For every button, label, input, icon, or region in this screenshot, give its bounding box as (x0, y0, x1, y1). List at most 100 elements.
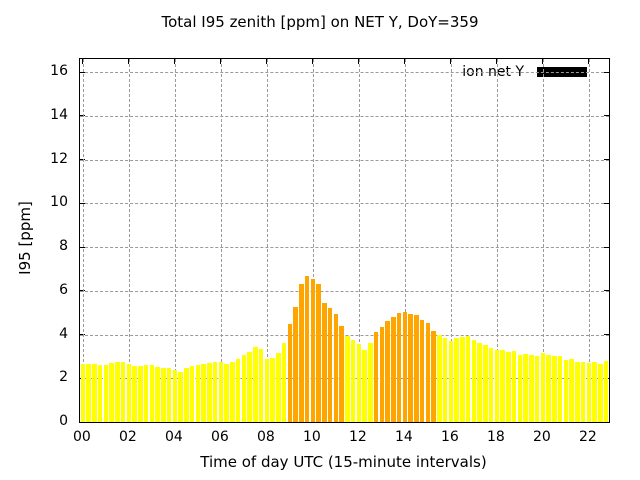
bar (402, 311, 408, 422)
bar (477, 343, 482, 422)
bar (92, 364, 97, 422)
bar (109, 362, 114, 422)
x-tick-label: 10 (302, 429, 321, 445)
bar (603, 360, 609, 422)
x-tick (358, 59, 360, 64)
y-tick-label: 12 (50, 150, 68, 167)
bar (431, 331, 436, 422)
x-tick (542, 59, 544, 64)
bar (304, 275, 310, 422)
bar (373, 332, 379, 422)
x-tick-label: 12 (348, 429, 367, 445)
bar (166, 368, 172, 422)
x-grid-line (358, 59, 360, 422)
bar (115, 361, 120, 422)
y-tick-label: 0 (59, 413, 68, 429)
bar (333, 313, 339, 422)
bar (563, 359, 569, 422)
bar (517, 355, 523, 422)
bar (258, 348, 264, 422)
bar (201, 364, 206, 422)
x-tick (220, 59, 222, 64)
y-tick (604, 290, 609, 292)
bar (396, 312, 402, 422)
x-grid-line (588, 59, 590, 422)
bar (287, 323, 293, 422)
x-tick (266, 59, 268, 64)
bar (293, 307, 298, 422)
x-tick-label: 06 (210, 429, 229, 445)
x-grid-line (174, 59, 176, 422)
bar (534, 356, 540, 422)
x-tick-label: 14 (394, 429, 413, 445)
bar (408, 313, 413, 422)
bar (264, 358, 270, 422)
bar (207, 362, 212, 422)
x-tick (450, 59, 452, 64)
x-grid-line (220, 59, 222, 422)
x-tick (404, 59, 406, 64)
bar (425, 322, 431, 422)
bar (575, 361, 580, 422)
x-tick-label: 16 (440, 429, 459, 445)
bar (276, 353, 281, 422)
bar (316, 284, 321, 422)
bar (241, 355, 247, 422)
bar (500, 349, 505, 422)
bar (184, 368, 189, 422)
bar (327, 308, 333, 422)
y-grid-line (80, 378, 609, 380)
bar (368, 343, 373, 422)
legend-label: ion net Y (462, 64, 524, 80)
bar (580, 361, 586, 422)
bar (224, 364, 229, 422)
y-tick-label: 6 (59, 281, 68, 298)
bar (460, 336, 465, 422)
bar (161, 368, 166, 422)
bar (178, 371, 183, 422)
y-tick-label: 4 (59, 325, 68, 342)
bar (586, 362, 592, 422)
chart-title: Total I95 zenith [ppm] on NET Y, DoY=359 (161, 13, 479, 31)
bar (80, 364, 86, 422)
x-tick-label: 00 (72, 429, 91, 445)
y-tick (80, 202, 85, 204)
bar (339, 325, 344, 422)
bar (569, 358, 574, 422)
bar (379, 326, 385, 422)
bar (511, 350, 517, 422)
y-grid-line (80, 290, 609, 292)
bar (391, 317, 396, 422)
bar (442, 337, 448, 422)
bar (97, 365, 103, 422)
x-grid-line (312, 59, 314, 422)
x-tick-label: 22 (578, 429, 597, 445)
bar (471, 340, 477, 422)
bar (235, 358, 241, 422)
x-tick-label: 08 (256, 429, 275, 445)
bar (143, 365, 149, 422)
bar (138, 366, 143, 422)
bar (448, 341, 454, 422)
bar (281, 343, 287, 422)
bar (120, 361, 126, 422)
y-grid-line (80, 203, 609, 205)
x-tick (128, 59, 130, 64)
bar (419, 320, 425, 422)
bar (523, 354, 528, 422)
bar (546, 355, 551, 422)
x-tick-label: 18 (486, 429, 505, 445)
bar (247, 352, 252, 422)
y-tick (604, 246, 609, 248)
y-grid-line (80, 115, 609, 117)
y-tick-label: 8 (59, 238, 68, 255)
bar (454, 337, 459, 422)
bar (483, 345, 488, 422)
bar (557, 356, 563, 422)
x-grid-line (266, 59, 268, 422)
bar (212, 361, 218, 422)
bar (356, 344, 362, 422)
bar (345, 335, 350, 422)
bar (529, 355, 534, 422)
